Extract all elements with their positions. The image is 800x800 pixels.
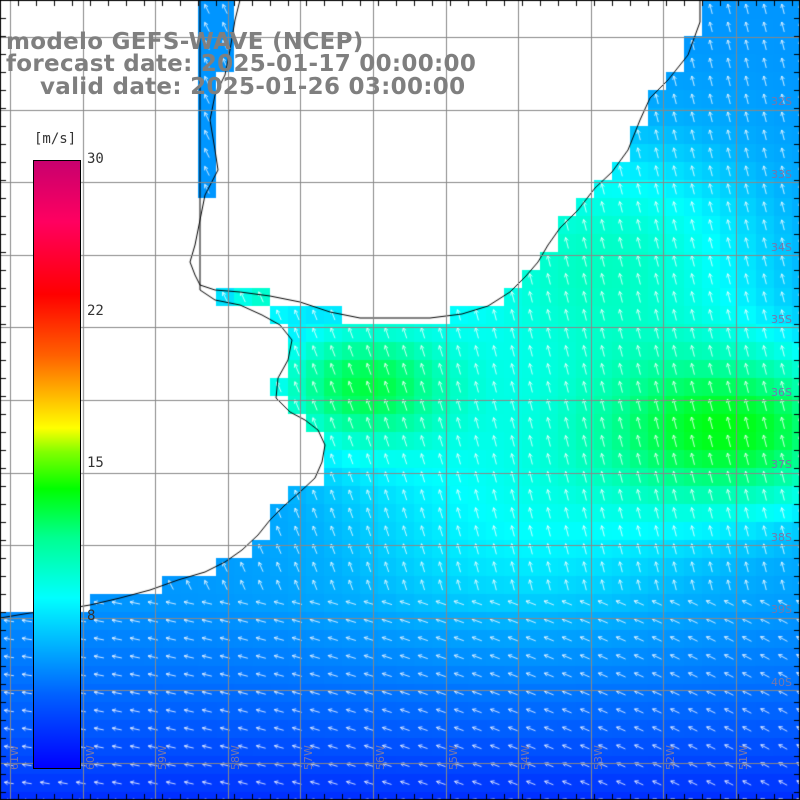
colorbar-tick-30: 30 <box>87 151 104 167</box>
lon-label: 57W <box>302 745 315 770</box>
lon-label: 58W <box>229 745 242 770</box>
colorbar-tick-22: 22 <box>87 303 104 319</box>
lon-label: 51W <box>737 745 750 770</box>
lat-label: 35S <box>771 313 792 326</box>
lon-label: 54W <box>519 745 532 770</box>
lat-label: 34S <box>771 241 792 254</box>
colorbar-tick-8: 8 <box>87 608 96 624</box>
lat-label: 38S <box>771 531 792 544</box>
lon-label: 56W <box>374 745 387 770</box>
lat-label: 36S <box>771 386 792 399</box>
lon-label: 60W <box>84 745 97 770</box>
lat-label: 32S <box>771 95 792 108</box>
lat-label: 33S <box>771 168 792 181</box>
colorbar-tick-15: 15 <box>87 455 104 471</box>
lat-label: 40S <box>771 676 792 689</box>
lon-label: 61W <box>8 745 21 770</box>
lon-label: 52W <box>664 745 677 770</box>
colorbar <box>33 160 81 769</box>
forecast-date: forecast date: 2025-01-17 00:00:00 <box>6 51 477 77</box>
colorbar-unit: [m/s] <box>34 131 77 147</box>
lon-label: 55W <box>447 745 460 770</box>
lat-label: 39S <box>771 603 792 616</box>
lat-label: 37S <box>771 458 792 471</box>
lon-label: 59W <box>156 745 169 770</box>
lon-label: 53W <box>592 745 605 770</box>
map-title: modelo GEFS-WAVE (NCEP) <box>6 29 364 55</box>
valid-date: valid date: 2025-01-26 03:00:00 <box>40 74 466 100</box>
